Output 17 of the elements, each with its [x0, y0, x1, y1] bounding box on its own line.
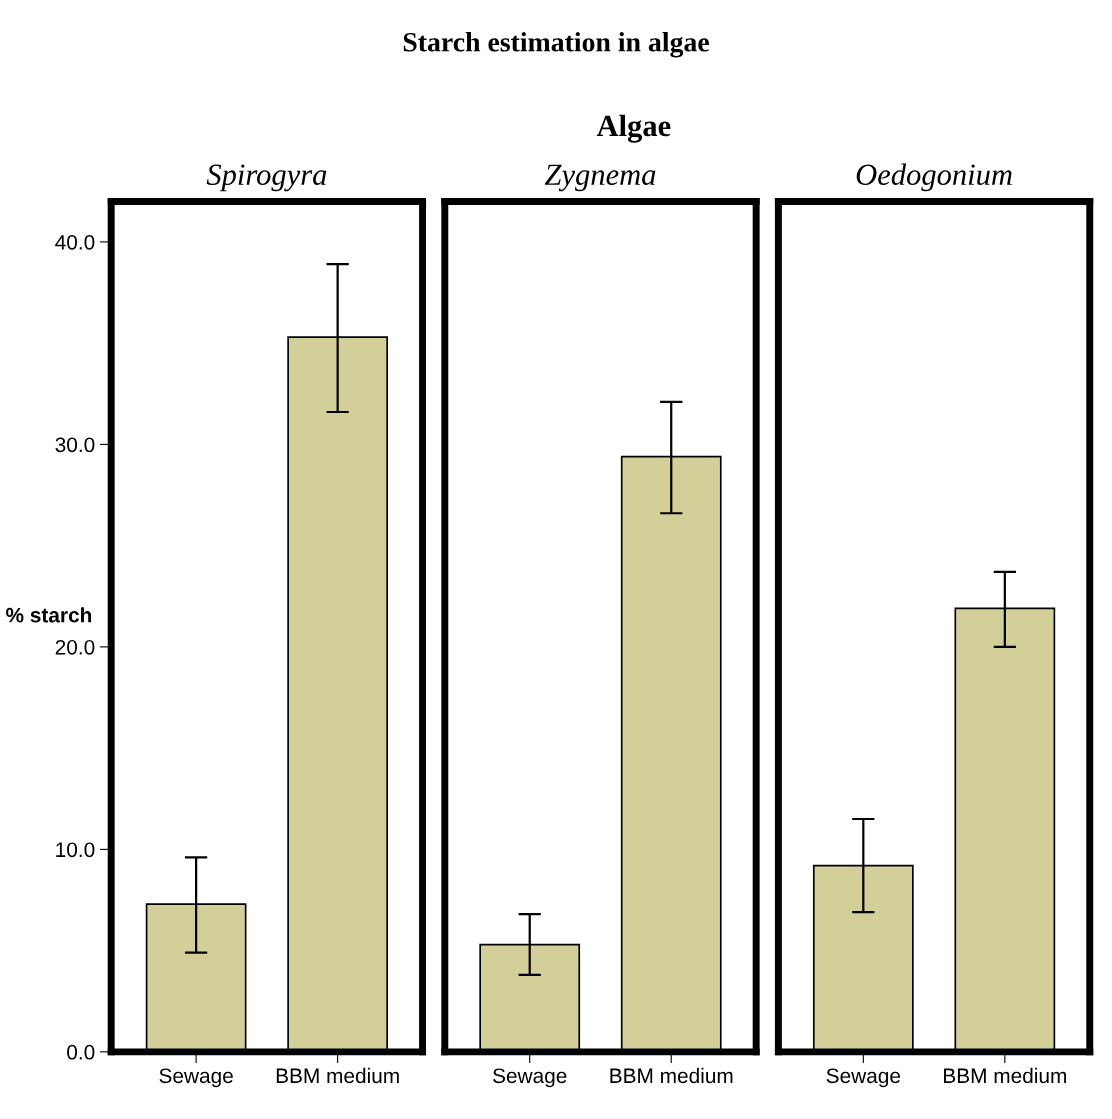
y-tick-label: 0.0 [67, 1044, 95, 1060]
x-tick-label: Sewage [159, 1068, 233, 1088]
text: Starch estimation in algae [403, 32, 709, 58]
y-axis-title: % starch [6, 607, 92, 623]
y-tick-label: 20.0 [55, 639, 95, 655]
y-tick-label: 30.0 [55, 437, 95, 453]
text: Algae [596, 114, 671, 143]
y-tick-label: 40.0 [55, 234, 95, 250]
x-tick-label: Sewage [493, 1068, 567, 1088]
chart-title: Zygnema [544, 164, 656, 192]
y-tick-label: 10.0 [56, 842, 95, 858]
x-tick-label: BBM medium [610, 1067, 733, 1084]
x-tick-label: Sewage [826, 1068, 901, 1088]
x-tick-label: BBM medium [276, 1067, 399, 1084]
chart-title: Spirogyra [206, 164, 327, 192]
chart-title: Oedogonium [856, 163, 1012, 192]
x-tick-label: BBM medium [944, 1067, 1066, 1084]
